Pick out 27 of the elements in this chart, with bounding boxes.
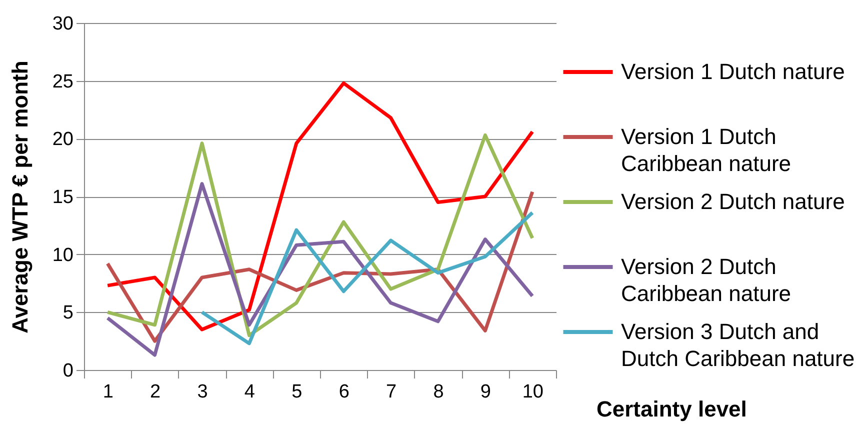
x-axis-title: Certainty level [596,396,747,422]
x-tick-label: 6 [338,382,350,402]
x-tick-label: 7 [386,382,397,402]
legend-label: Version 3 Dutch and Dutch Caribbean nature [621,319,855,371]
x-tick-label: 2 [150,382,161,402]
x-tick-label: 4 [244,382,256,402]
y-tick-label: 25 [52,71,74,92]
legend-label: Version 2 Dutch Caribbean nature [621,254,792,306]
legend-label: Version 2 Dutch nature [621,189,845,214]
legend-label: Version 1 Dutch nature [621,59,845,84]
x-tick-label: 1 [102,382,114,402]
y-axis-title: Average WTP € per month [7,60,32,334]
y-tick-label: 20 [52,129,74,150]
y-tick-label: 15 [52,187,74,208]
x-tick-label: 9 [480,382,491,402]
x-tick-label: 10 [522,382,544,402]
y-tick-label: 5 [62,302,74,324]
line-series [106,81,534,332]
line-series [106,133,534,338]
y-tick-label: 30 [52,14,74,34]
y-tick-label: 0 [62,360,74,382]
x-tick-label: 8 [433,382,444,402]
line-series [200,210,534,346]
y-tick-label: 10 [52,244,74,266]
legend-label: Version 1 Dutch Caribbean nature [621,124,792,176]
x-tick-label: 5 [292,382,302,402]
x-tick-label: 3 [197,382,208,402]
